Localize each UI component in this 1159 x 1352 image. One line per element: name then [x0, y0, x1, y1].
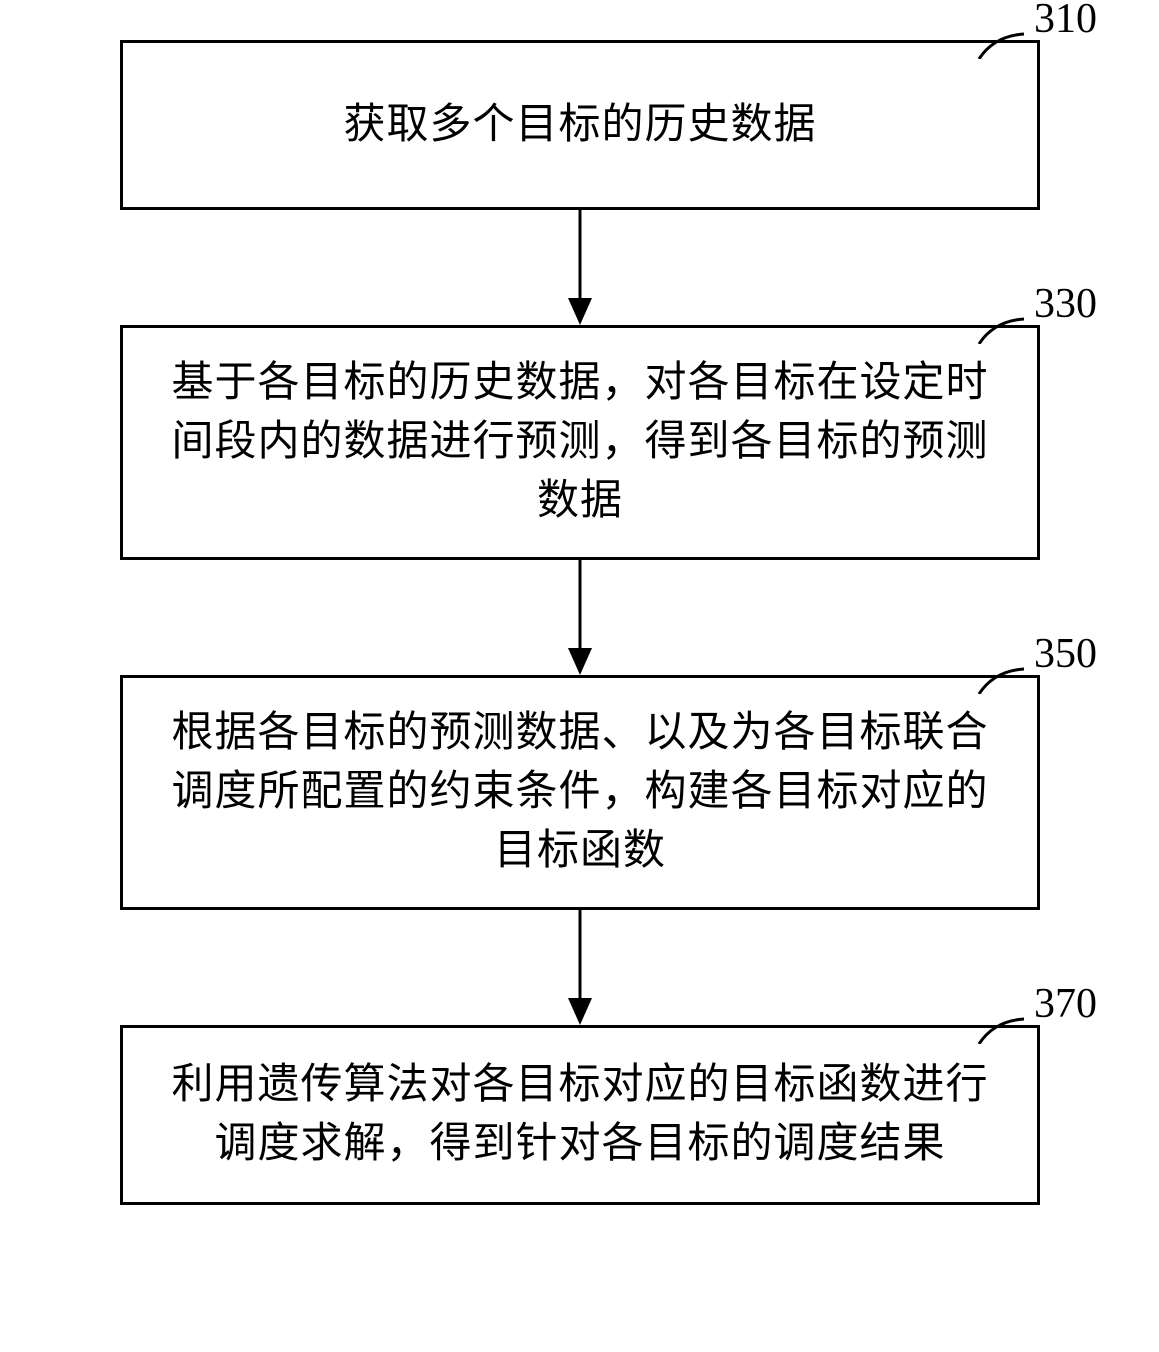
arrow-down-icon	[560, 560, 600, 675]
flowchart-arrow	[50, 210, 1110, 325]
flowchart-arrow	[50, 910, 1110, 1025]
flowchart-container: 310 获取多个目标的历史数据 330 基于各目标的历史数据，对各目标在设定时间…	[50, 40, 1110, 1205]
step-number: 370	[1034, 980, 1097, 1028]
flowchart-arrow	[50, 560, 1110, 675]
step-text: 根据各目标的预测数据、以及为各目标联合调度所配置的约束条件，构建各目标对应的目标…	[153, 704, 1007, 880]
step-text: 利用遗传算法对各目标对应的目标函数进行调度求解，得到针对各目标的调度结果	[153, 1056, 1007, 1174]
flowchart-step-350: 350 根据各目标的预测数据、以及为各目标联合调度所配置的约束条件，构建各目标对…	[120, 675, 1040, 910]
arrow-down-icon	[560, 910, 600, 1025]
flowchart-step-310: 310 获取多个目标的历史数据	[120, 40, 1040, 210]
step-number: 350	[1034, 630, 1097, 678]
step-number: 330	[1034, 280, 1097, 328]
flowchart-step-370: 370 利用遗传算法对各目标对应的目标函数进行调度求解，得到针对各目标的调度结果	[120, 1025, 1040, 1205]
flowchart-step-330: 330 基于各目标的历史数据，对各目标在设定时间段内的数据进行预测，得到各目标的…	[120, 325, 1040, 560]
arrow-down-icon	[560, 210, 600, 325]
step-number-connector	[974, 31, 1029, 59]
step-text: 基于各目标的历史数据，对各目标在设定时间段内的数据进行预测，得到各目标的预测数据	[153, 354, 1007, 530]
step-number: 310	[1034, 0, 1097, 43]
step-text: 获取多个目标的历史数据	[343, 96, 816, 155]
